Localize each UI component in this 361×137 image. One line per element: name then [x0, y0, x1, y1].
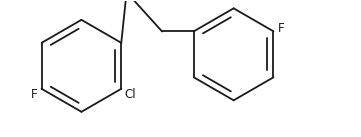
Text: F: F [31, 88, 38, 101]
Text: F: F [278, 22, 284, 35]
Text: Cl: Cl [125, 88, 136, 101]
